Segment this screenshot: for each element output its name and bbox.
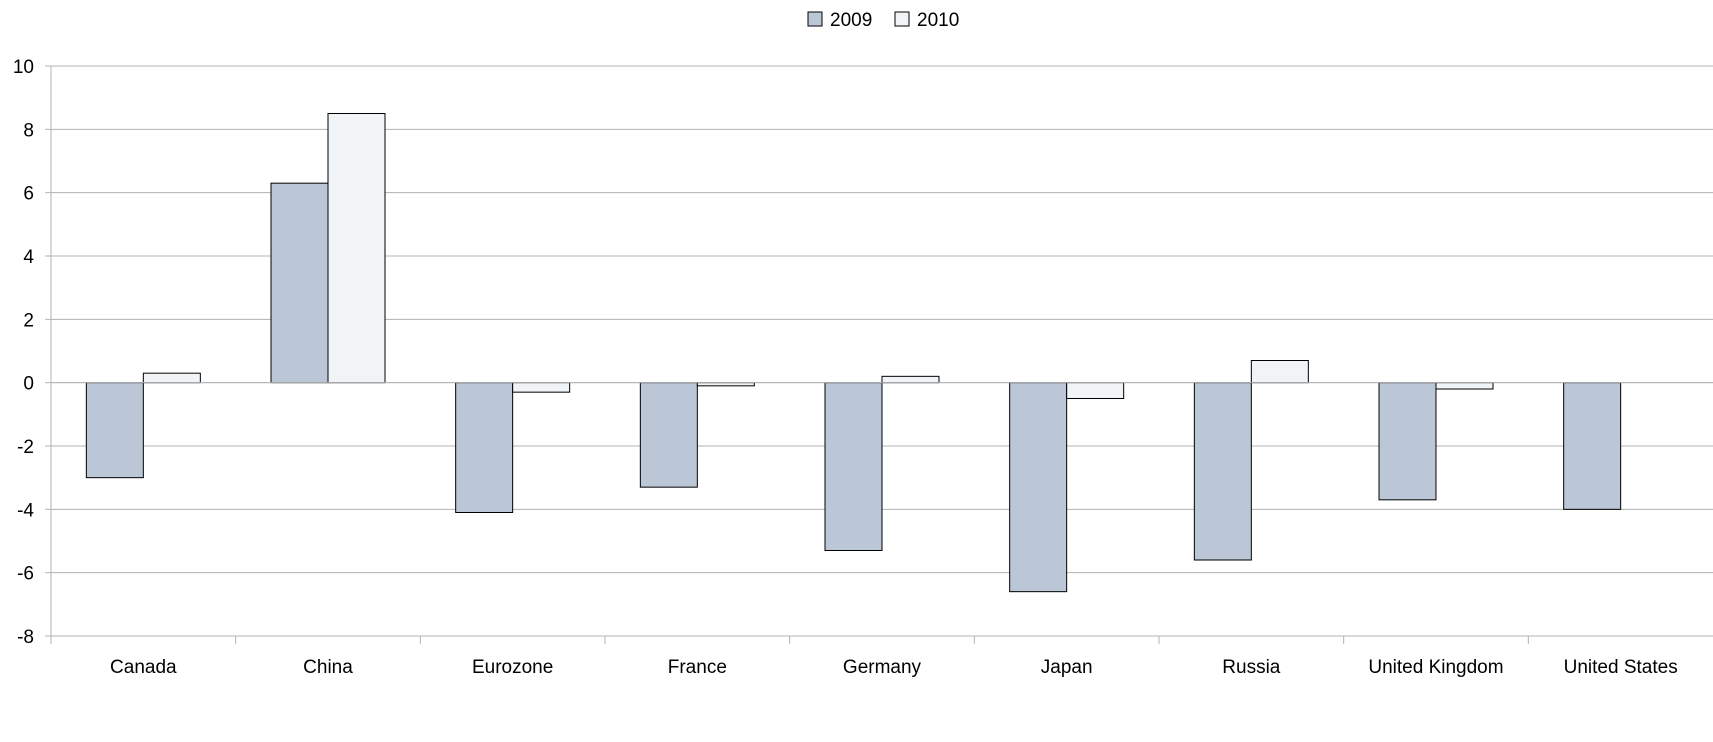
bar-2009-china — [270, 182, 329, 384]
y-axis-ticks: -8 -6 -4 -2 0 2 4 6 8 10 — [13, 57, 51, 648]
bar-2010-russia — [1250, 360, 1309, 384]
y-tick-label: 6 — [23, 184, 34, 205]
bar-2009-united-kingdom — [1378, 382, 1437, 501]
bar-2009-eurozone — [455, 382, 514, 513]
y-tick-label: -4 — [17, 500, 34, 521]
y-tick-label: 2 — [23, 310, 34, 331]
legend-swatch-2009 — [807, 11, 823, 27]
y-tick-label: -8 — [17, 627, 34, 648]
bar-2009-russia — [1193, 382, 1252, 561]
x-tick-label: Russia — [1222, 657, 1281, 678]
bar-2009-united-states — [1563, 382, 1622, 510]
bar-2010-canada — [142, 372, 201, 384]
y-tick-label: -2 — [17, 437, 34, 458]
bar-2009-japan — [1009, 382, 1068, 593]
axes — [50, 66, 1713, 636]
y-tick-label: 0 — [23, 374, 34, 395]
y-tick-label: 10 — [13, 57, 34, 78]
bar-2010-eurozone — [512, 382, 571, 393]
x-tick-label: United Kingdom — [1368, 657, 1503, 678]
y-tick-label: 8 — [23, 120, 34, 141]
x-tick-label: Japan — [1041, 657, 1093, 678]
legend-swatch-2010 — [894, 11, 910, 27]
x-tick-label: Germany — [843, 657, 922, 678]
legend-label-2009: 2009 — [830, 10, 872, 31]
bar-2010-japan — [1066, 382, 1125, 399]
bar-2010-united-kingdom — [1435, 382, 1494, 390]
bar-2010-germany — [881, 375, 940, 384]
legend: 2009 2010 — [807, 10, 959, 31]
y-tick-label: 4 — [23, 247, 34, 268]
legend-label-2010: 2010 — [917, 10, 959, 31]
x-tick-label: United States — [1564, 657, 1678, 678]
bar-2009-canada — [85, 382, 144, 479]
y-tick-label: -6 — [17, 564, 34, 585]
bar-2009-germany — [824, 382, 883, 551]
bars — [85, 113, 1622, 593]
x-tick-label: Eurozone — [472, 657, 553, 678]
x-tick-label: France — [668, 657, 727, 678]
bar-2009-france — [639, 382, 698, 488]
bar-2010-china — [327, 113, 386, 384]
x-tick-label: Canada — [110, 657, 177, 678]
x-axis-ticks: Canada China Eurozone France Germany Japan Rus… — [50, 636, 1678, 678]
x-tick-label: China — [303, 657, 353, 678]
